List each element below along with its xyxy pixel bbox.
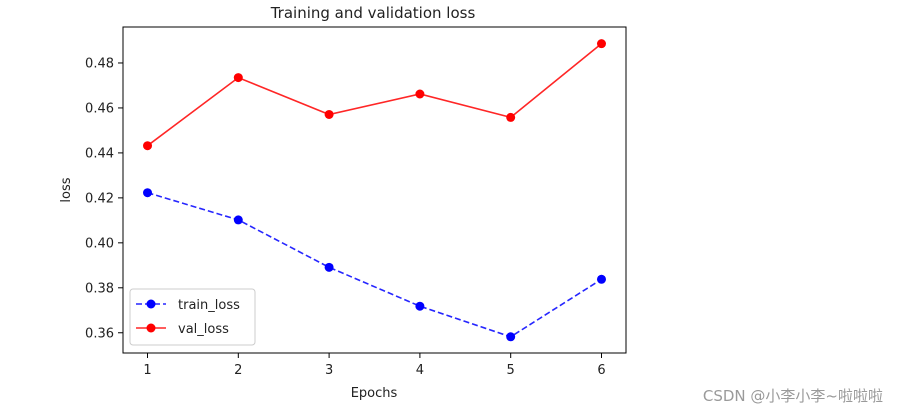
x-axis-ticks: 1 2 3 4 5 6 (143, 353, 606, 378)
y-tick-label: 0.40 (85, 236, 114, 251)
legend-label-train_loss: train_loss (178, 298, 240, 313)
legend-label-val_loss: val_loss (178, 322, 229, 337)
y-tick-label: 0.36 (85, 326, 114, 341)
x-tick-label: 2 (234, 363, 242, 378)
x-tick-label: 5 (507, 363, 515, 378)
data-point-val_loss (143, 141, 153, 151)
watermark: CSDN @小李小李~啦啦啦 (702, 387, 883, 405)
y-tick-label: 0.46 (85, 101, 114, 116)
y-tick-label: 0.38 (85, 281, 114, 296)
y-axis-label: loss (59, 177, 74, 202)
data-point-val_loss (324, 109, 334, 119)
data-point-val_loss (233, 73, 243, 83)
data-point-train_loss (596, 274, 606, 284)
x-tick-label: 1 (143, 363, 151, 378)
x-tick-label: 6 (597, 363, 605, 378)
data-point-val_loss (506, 112, 516, 122)
data-point-train_loss (143, 188, 153, 198)
y-tick-label: 0.44 (85, 146, 114, 161)
chart-title: Training and validation loss (270, 4, 476, 22)
legend-marker-train_loss (146, 299, 156, 309)
y-axis-ticks: 0.36 0.38 0.40 0.42 0.44 0.46 0.48 (85, 56, 123, 341)
y-tick-label: 0.48 (85, 56, 114, 71)
series-layer (143, 39, 606, 342)
data-point-train_loss (506, 332, 516, 342)
plot-area-frame (122, 26, 627, 354)
data-point-train_loss (324, 262, 334, 272)
x-axis-label: Epochs (351, 386, 398, 401)
series-line-train_loss (147, 191, 602, 338)
y-tick-label: 0.42 (85, 191, 114, 206)
legend-box (129, 288, 256, 346)
data-point-val_loss (596, 39, 606, 49)
data-point-val_loss (415, 89, 425, 99)
x-tick-label: 4 (416, 363, 424, 378)
series-line-val_loss (147, 42, 603, 147)
legend-marker-val_loss (146, 323, 156, 333)
legend: train_loss val_loss (129, 288, 256, 346)
data-point-train_loss (233, 215, 243, 225)
data-point-train_loss (415, 301, 425, 311)
x-tick-label: 3 (325, 363, 333, 378)
